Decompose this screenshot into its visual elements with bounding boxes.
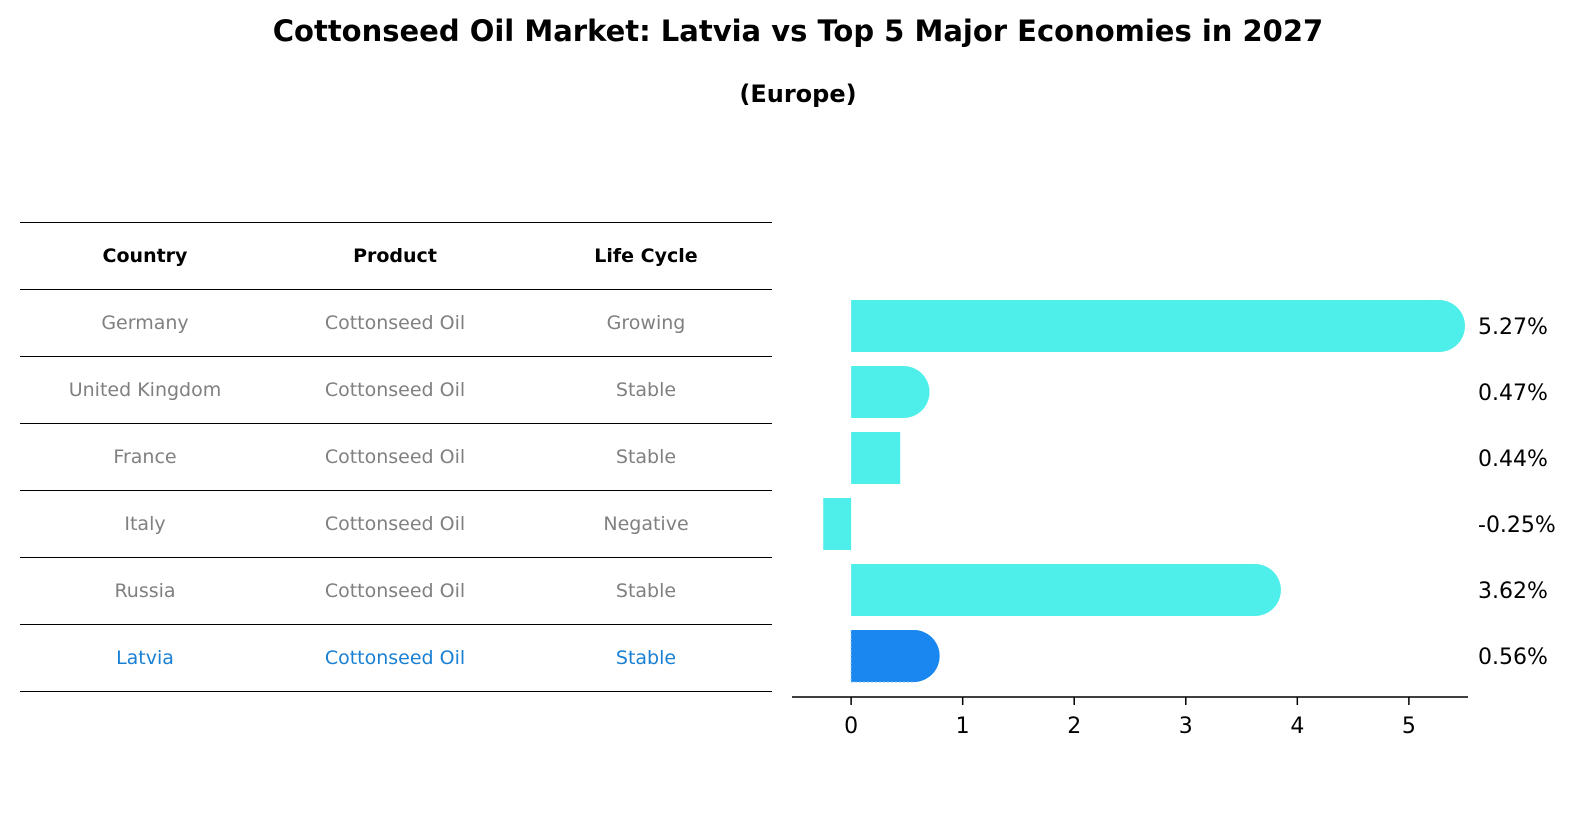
market-table: Country Product Life Cycle Germany Cotto… — [20, 222, 772, 692]
table-header-row: Country Product Life Cycle — [20, 222, 772, 289]
header-product: Product — [353, 245, 437, 267]
x-tick-label: 5 — [1402, 714, 1416, 739]
cell-country: Latvia — [116, 647, 174, 669]
table-row: Italy Cottonseed Oil Negative — [20, 490, 772, 557]
table-row: Germany Cottonseed Oil Growing — [20, 289, 772, 356]
bar-latvia — [850, 630, 940, 683]
cell-life-cycle: Growing — [606, 312, 686, 334]
cell-product: Cottonseed Oil — [324, 513, 466, 535]
value-label: 5.27% — [1478, 315, 1548, 340]
bar-italy — [823, 498, 852, 550]
header-life-cycle: Life Cycle — [594, 245, 698, 267]
value-label: 0.44% — [1478, 447, 1548, 472]
cell-life-cycle: Stable — [615, 647, 677, 669]
cell-country: Russia — [114, 580, 176, 602]
value-label: 0.56% — [1478, 645, 1548, 670]
x-tick-label: 3 — [1179, 714, 1193, 739]
table-row-highlight: Latvia Cottonseed Oil Stable — [20, 624, 772, 692]
x-tick-label: 0 — [844, 714, 858, 739]
cell-product: Cottonseed Oil — [324, 312, 466, 334]
cell-life-cycle: Stable — [615, 580, 677, 602]
cell-life-cycle: Negative — [603, 513, 689, 535]
bar-russia — [851, 564, 1281, 616]
cell-product: Cottonseed Oil — [324, 379, 466, 401]
cell-country: France — [113, 446, 177, 468]
table-row: Russia Cottonseed Oil Stable — [20, 557, 772, 624]
cell-product: Cottonseed Oil — [324, 446, 466, 468]
cell-product: Cottonseed Oil — [324, 580, 466, 602]
cell-life-cycle: Stable — [615, 379, 677, 401]
cell-life-cycle: Stable — [615, 446, 677, 468]
chart-title: Cottonseed Oil Market: Latvia vs Top 5 M… — [272, 14, 1324, 48]
chart-subtitle: (Europe) — [739, 80, 857, 108]
cell-country: Germany — [101, 312, 189, 334]
bar-germany — [851, 300, 1465, 352]
table-row: United Kingdom Cottonseed Oil Stable — [20, 356, 772, 423]
x-tick-label: 1 — [956, 714, 970, 739]
cell-country: United Kingdom — [68, 379, 222, 401]
table-row: France Cottonseed Oil Stable — [20, 423, 772, 490]
value-label: 0.47% — [1478, 381, 1548, 406]
value-label: -0.25% — [1478, 513, 1556, 538]
x-tick-label: 2 — [1067, 714, 1081, 739]
value-label: 3.62% — [1478, 579, 1548, 604]
cell-country: Italy — [124, 513, 166, 535]
x-tick-label: 4 — [1290, 714, 1304, 739]
bar-france — [851, 432, 901, 484]
cell-product: Cottonseed Oil — [324, 647, 466, 669]
header-country: Country — [102, 245, 188, 267]
bar-united-kingdom — [851, 366, 930, 418]
